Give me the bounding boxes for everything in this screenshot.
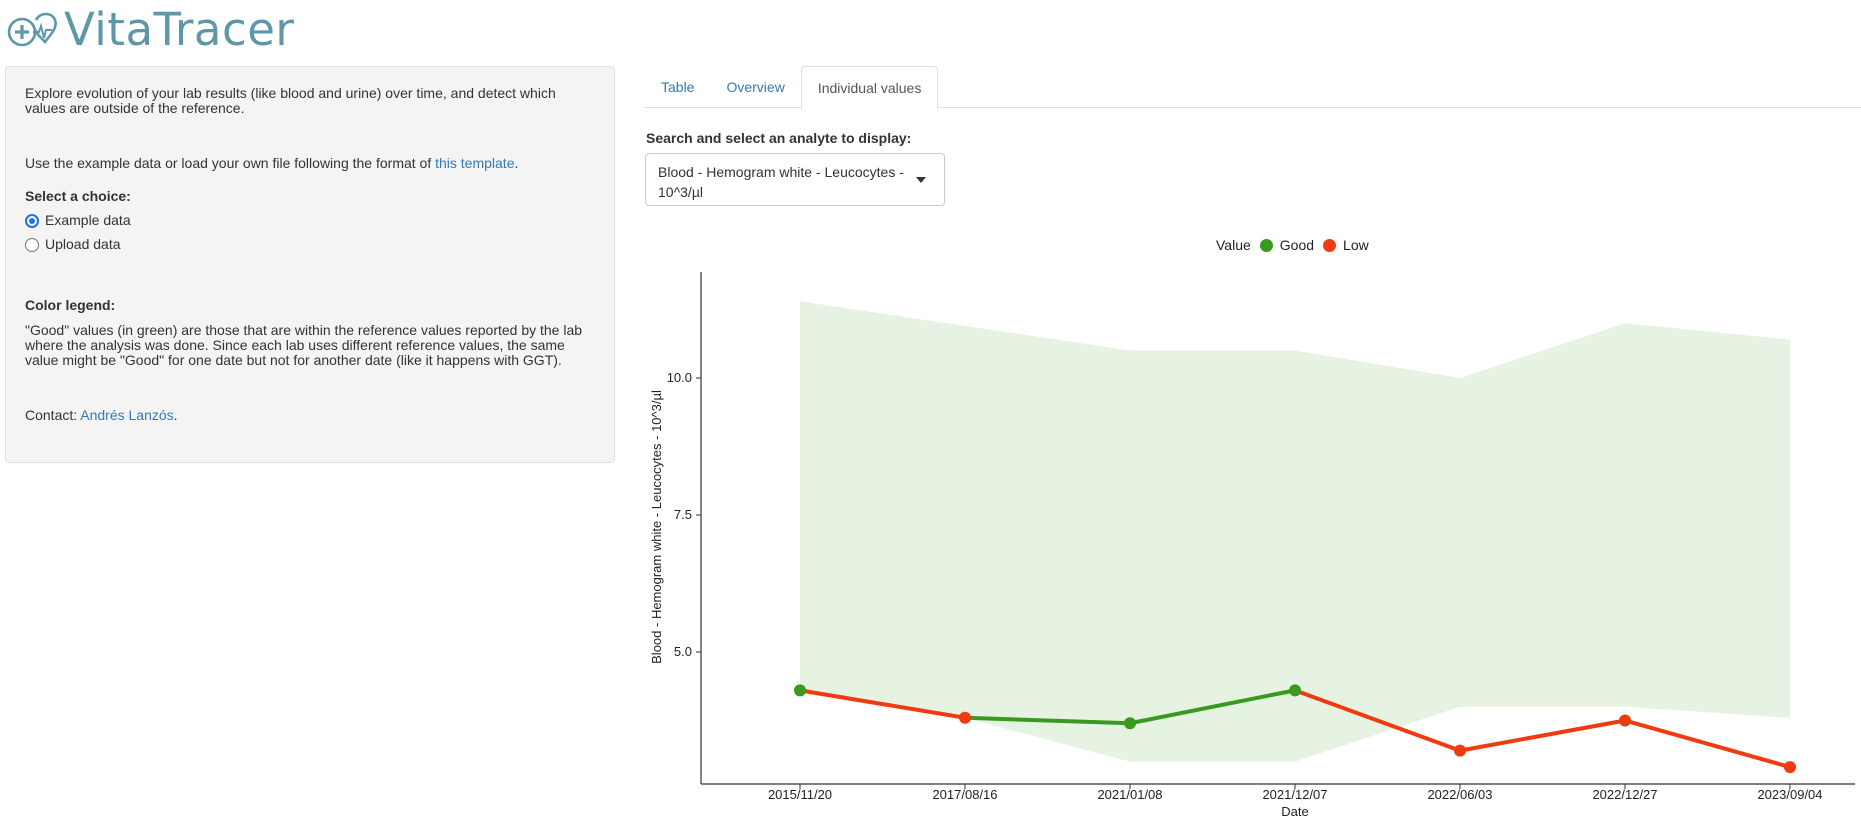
legend-title: Value xyxy=(1216,237,1251,253)
radio-label-example-data: Example data xyxy=(45,212,131,228)
radio-checked-icon[interactable] xyxy=(25,213,39,228)
contact-text: Contact: Andrés Lanzós. xyxy=(25,408,595,423)
legend-low-label[interactable]: Low xyxy=(1343,237,1369,253)
x-tick-label: 2015/11/20 xyxy=(768,787,832,802)
tab-table[interactable]: Table xyxy=(661,79,695,95)
data-point xyxy=(959,711,971,724)
contact-link[interactable]: Andrés Lanzós xyxy=(80,407,174,423)
data-point xyxy=(1124,717,1136,730)
series-line-segment xyxy=(1623,718,1792,770)
intro-text: Explore evolution of your lab results (l… xyxy=(25,85,556,116)
legend-good-dot xyxy=(1259,238,1273,252)
example-suffix: . xyxy=(514,155,519,171)
analyte-select[interactable]: Blood - Hemogram white - Leucocytes - 10… xyxy=(645,153,945,206)
tab-bar: Table Overview Individual values xyxy=(645,66,1861,109)
color-legend-text: "Good" values (in green) are those that … xyxy=(25,322,583,368)
x-axis-title: Date xyxy=(1281,804,1308,817)
sidebar-panel: Explore evolution of your lab results (l… xyxy=(5,66,615,463)
analyte-select-label: Search and select an analyte to display: xyxy=(646,130,912,146)
tab-individual-values[interactable]: Individual values xyxy=(800,66,939,109)
x-tick-label: 2023/09/04 xyxy=(1757,787,1822,802)
series-line-segment xyxy=(1458,718,1627,753)
radio-example-data[interactable]: Example data xyxy=(25,213,595,228)
x-tick-label: 2021/01/08 xyxy=(1097,787,1162,802)
y-tick-label: 10.0 xyxy=(667,370,692,385)
series-line-segment xyxy=(1293,688,1462,753)
contact-suffix: . xyxy=(173,407,178,423)
data-point xyxy=(794,684,806,697)
x-tick-label: 2017/08/16 xyxy=(932,787,997,802)
x-tick-label: 2022/12/27 xyxy=(1592,787,1657,802)
x-tick-label: 2021/12/07 xyxy=(1262,787,1327,802)
radio-unchecked-icon[interactable] xyxy=(25,237,39,252)
data-point xyxy=(1619,714,1631,727)
choice-label: Select a choice: xyxy=(25,188,131,204)
contact-prefix: Contact: xyxy=(25,407,81,423)
x-tick-label: 2022/06/03 xyxy=(1427,787,1492,802)
y-axis-title: Blood - Hemogram white - Leucocytes - 10… xyxy=(649,390,664,664)
radio-label-upload-data: Upload data xyxy=(45,236,121,252)
example-data-text: Use the example data or load your own fi… xyxy=(25,156,595,171)
app-logo: VitaTracer xyxy=(6,2,294,58)
series-line-segment xyxy=(798,688,967,720)
y-tick-label: 5.0 xyxy=(674,644,692,659)
y-tick-label: 7.5 xyxy=(674,507,692,522)
example-prefix: Use the example data or load your own fi… xyxy=(25,155,436,171)
reference-range-band xyxy=(800,301,1790,762)
series-line-segment xyxy=(1128,688,1297,726)
data-point xyxy=(1454,744,1466,757)
data-point xyxy=(1289,684,1301,697)
chart-legend: Value Good Low xyxy=(1216,237,1369,253)
data-point xyxy=(1784,761,1796,774)
app-title: VitaTracer xyxy=(64,3,295,56)
template-link[interactable]: this template xyxy=(435,155,515,171)
analyte-selected-value: Blood - Hemogram white - Leucocytes - 10… xyxy=(658,164,904,200)
radio-upload-data[interactable]: Upload data xyxy=(25,237,595,252)
series-line-segment xyxy=(963,715,1132,726)
caret-down-icon[interactable] xyxy=(916,177,926,183)
legend-low-dot xyxy=(1323,238,1337,252)
heart-plus-pulse-icon xyxy=(7,12,57,47)
legend-good-label[interactable]: Good xyxy=(1279,237,1315,253)
color-legend-title: Color legend: xyxy=(25,297,116,313)
tab-overview[interactable]: Overview xyxy=(726,79,785,95)
